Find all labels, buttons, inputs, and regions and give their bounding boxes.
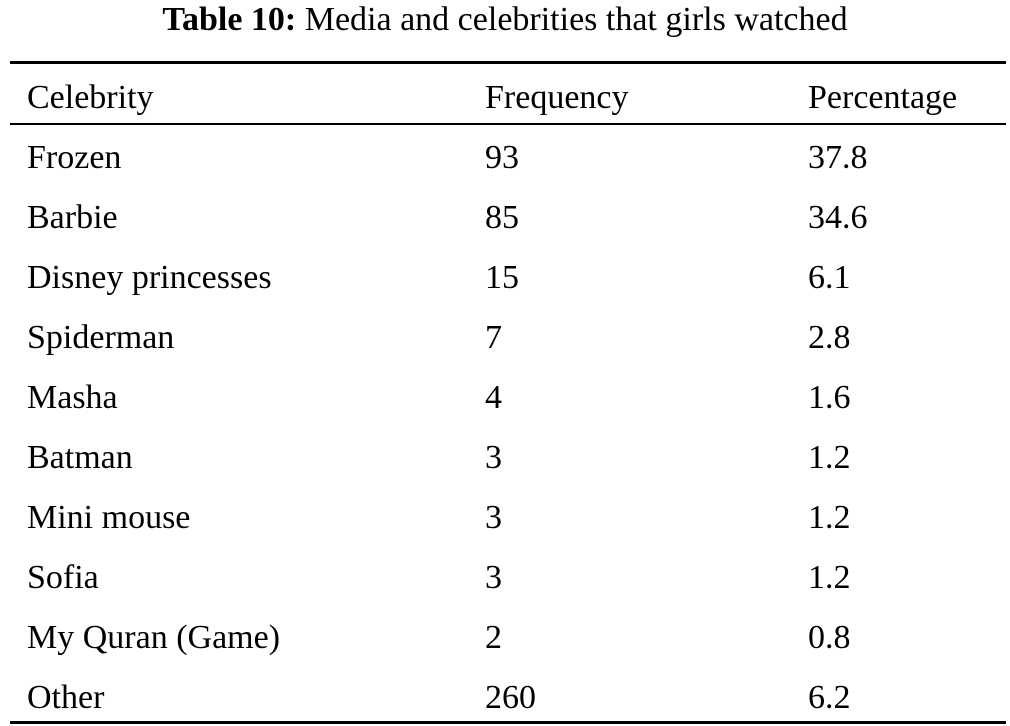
header-percentage: Percentage (808, 79, 958, 116)
cell-percentage: 1.2 (808, 439, 851, 476)
cell-frequency: 93 (485, 139, 519, 176)
cell-frequency: 3 (485, 439, 502, 476)
cell-percentage: 2.8 (808, 319, 851, 356)
cell-celebrity: Spiderman (27, 319, 175, 356)
cell-percentage: 1.2 (808, 559, 851, 596)
cell-celebrity: Batman (27, 439, 133, 476)
header-frequency: Frequency (485, 79, 629, 116)
header-rule (10, 123, 1006, 125)
bottom-rule (10, 721, 1006, 724)
cell-percentage: 6.1 (808, 259, 851, 296)
header-celebrity: Celebrity (27, 79, 154, 116)
cell-frequency: 85 (485, 199, 519, 236)
table-number: Table 10: (162, 1, 297, 38)
cell-percentage: 37.8 (808, 139, 868, 176)
caption-text: Media and celebrities that girls watched (304, 1, 848, 38)
cell-celebrity: My Quran (Game) (27, 619, 281, 656)
cell-frequency: 15 (485, 259, 519, 296)
cell-celebrity: Barbie (27, 199, 118, 236)
cell-celebrity: Frozen (27, 139, 122, 176)
cell-percentage: 0.8 (808, 619, 851, 656)
cell-celebrity: Sofia (27, 559, 99, 596)
cell-percentage: 1.6 (808, 379, 851, 416)
cell-percentage: 34.6 (808, 199, 868, 236)
table-caption: Table 10: Media and celebrities that gir… (0, 0, 1010, 40)
top-rule (10, 61, 1006, 64)
cell-celebrity: Masha (27, 379, 118, 416)
cell-celebrity: Disney princesses (27, 259, 272, 296)
cell-frequency: 4 (485, 379, 502, 416)
cell-celebrity: Mini mouse (27, 499, 191, 536)
cell-percentage: 1.2 (808, 499, 851, 536)
cell-percentage: 6.2 (808, 679, 851, 716)
cell-frequency: 3 (485, 559, 502, 596)
cell-frequency: 2 (485, 619, 502, 656)
cell-celebrity: Other (27, 679, 105, 716)
cell-frequency: 7 (485, 319, 502, 356)
cell-frequency: 3 (485, 499, 502, 536)
cell-frequency: 260 (485, 679, 536, 716)
